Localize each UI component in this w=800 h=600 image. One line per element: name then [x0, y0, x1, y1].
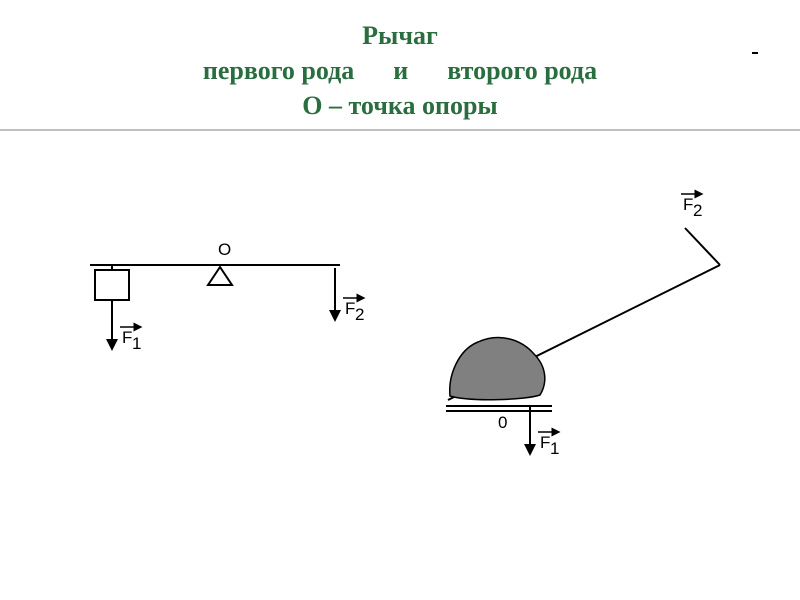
diagram-svg: F 1 F 2 O F 1 0 F 2: [0, 0, 800, 600]
lever-first-kind: F 1 F 2 O: [90, 240, 364, 353]
svg-text:F: F: [345, 299, 355, 318]
cursor-icon: [752, 52, 758, 54]
svg-text:1: 1: [132, 334, 141, 353]
svg-text:2: 2: [355, 305, 364, 324]
svg-text:0: 0: [498, 413, 507, 432]
svg-text:F: F: [683, 195, 693, 214]
svg-text:2: 2: [693, 201, 702, 220]
svg-text:F: F: [122, 328, 132, 347]
lever-second-kind: F 1 0 F 2: [446, 194, 720, 458]
svg-text:F: F: [540, 433, 550, 452]
svg-text:O: O: [218, 240, 231, 259]
svg-text:1: 1: [550, 439, 559, 458]
